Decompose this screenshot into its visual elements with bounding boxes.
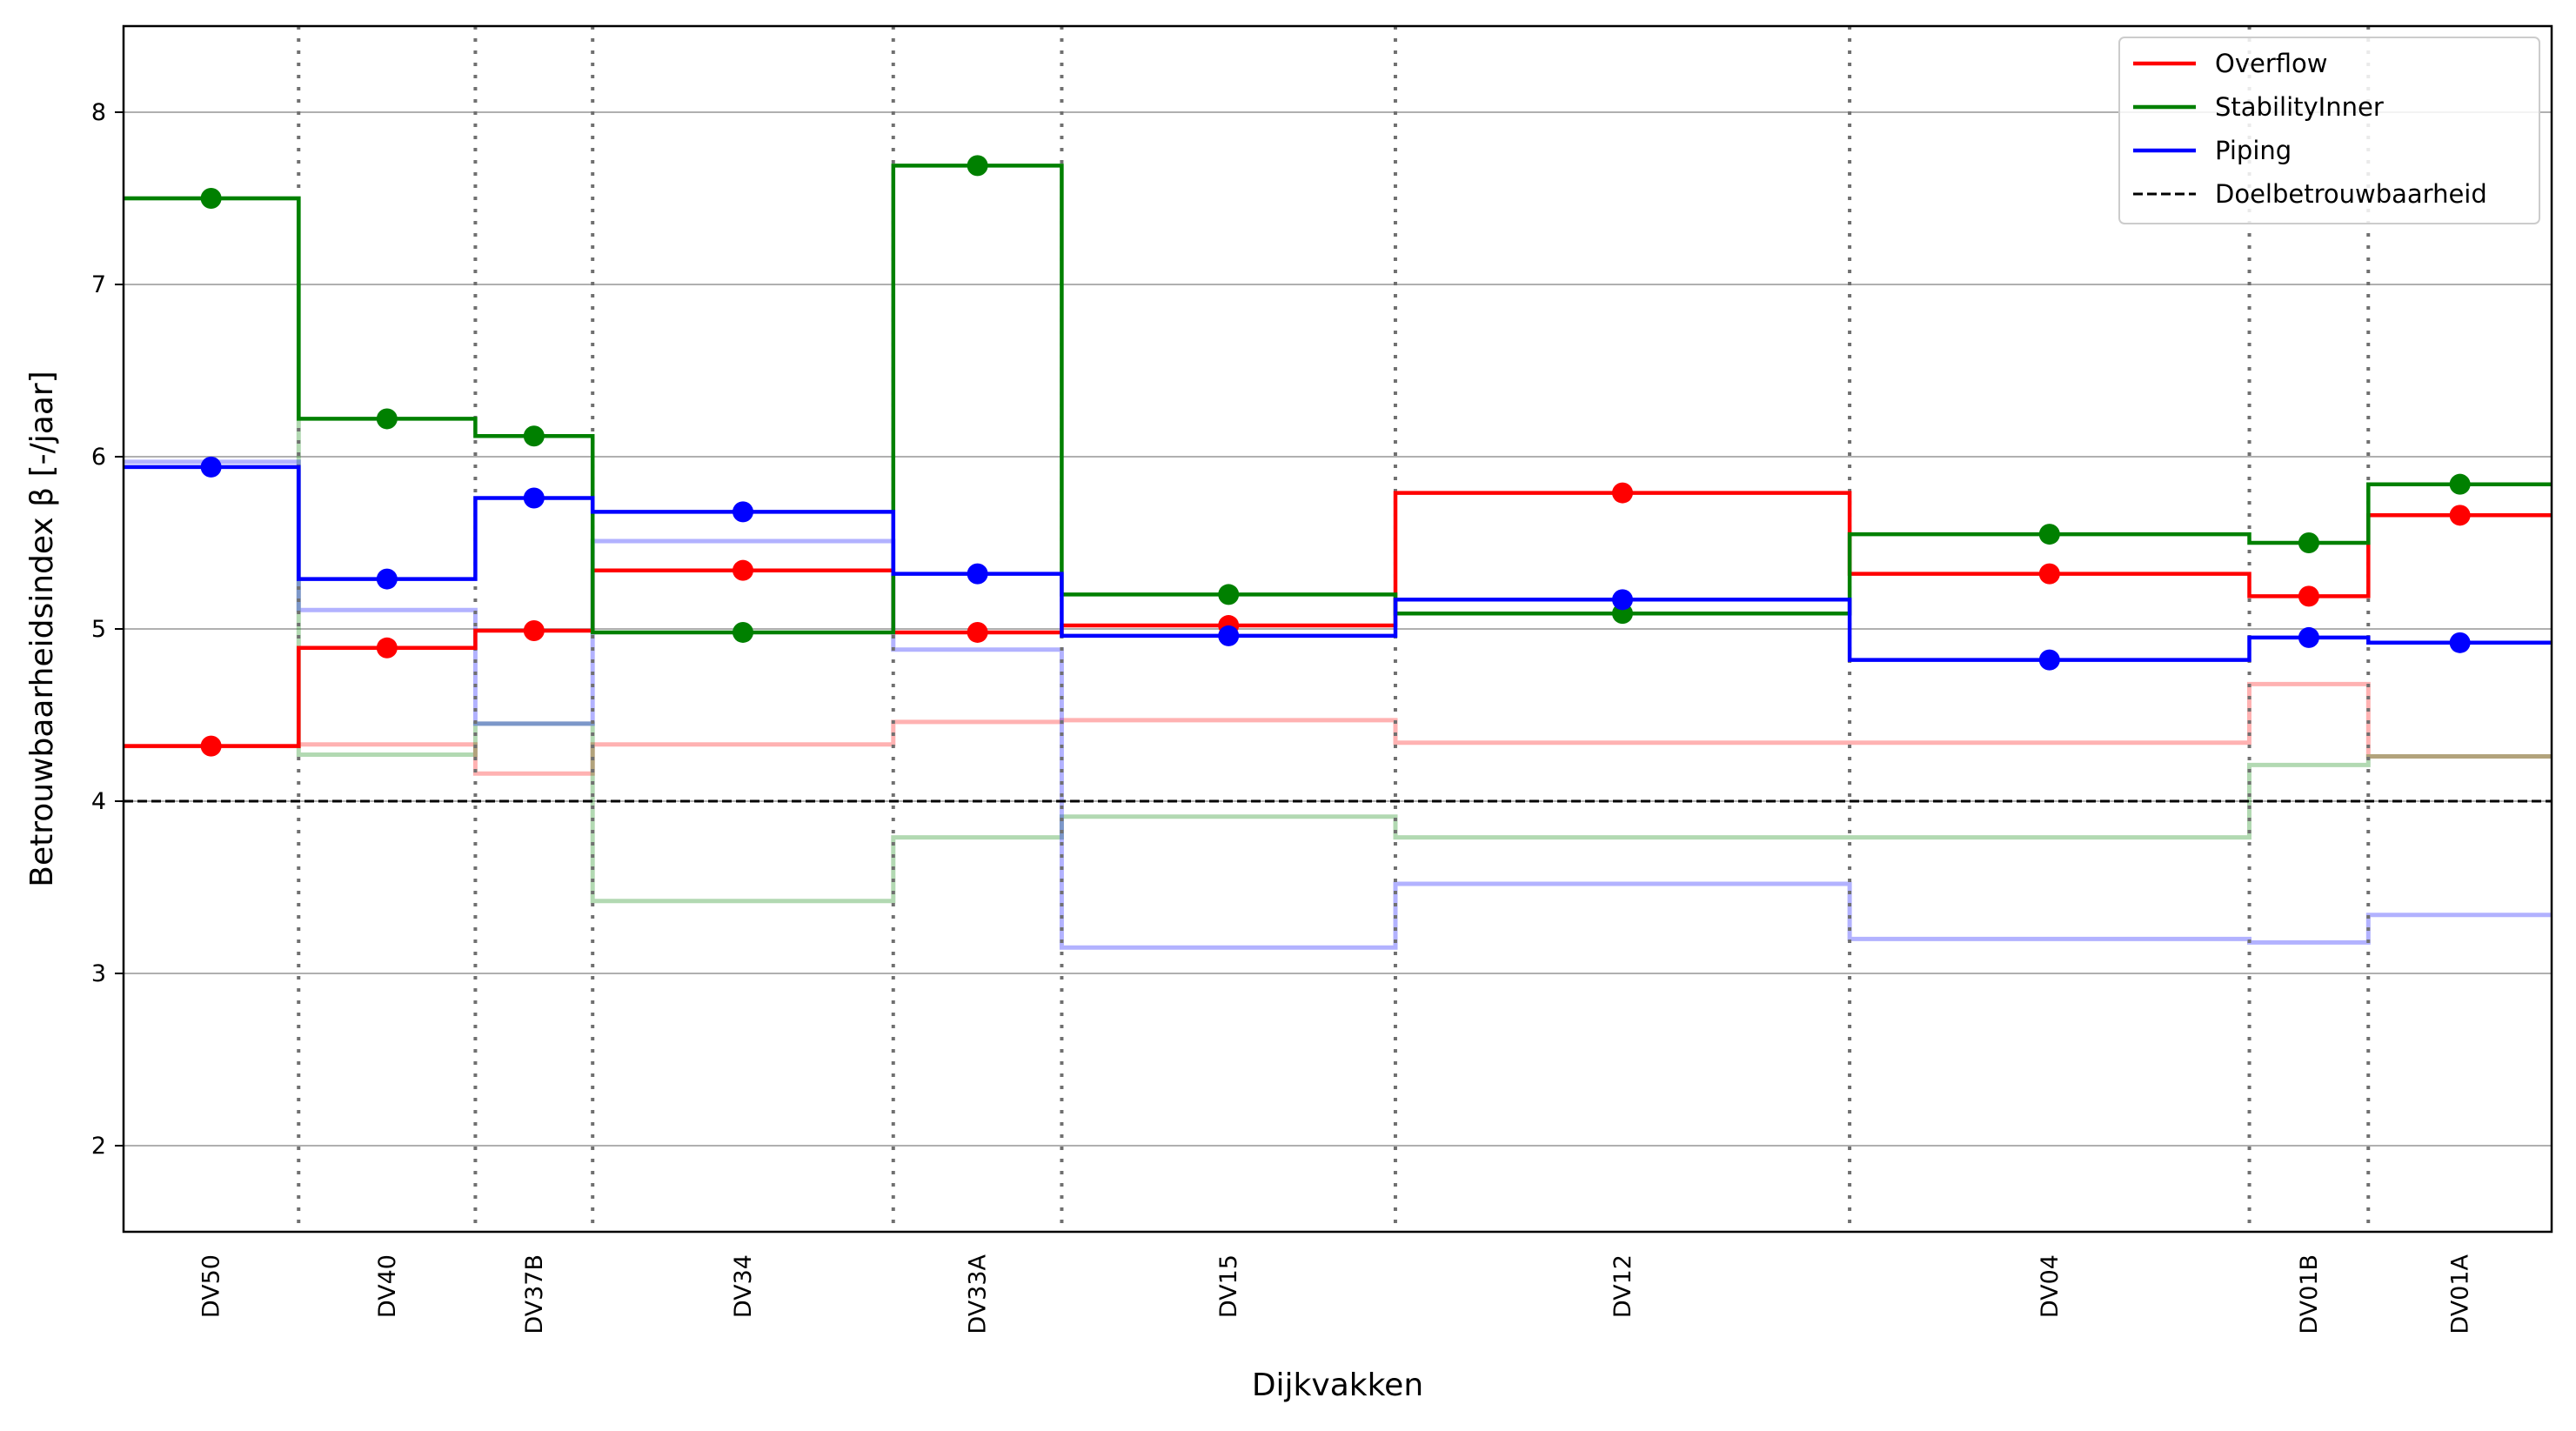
axes-layer: 2 3 4 5 6 7 8 DV50 DV40 DV37B DV34 DV33A DV15 DV12 DV0… <box>24 24 2553 1403</box>
point-piping-dv37b <box>523 487 545 509</box>
y-axis-label: Betrouwbaarheidsindex β [-/jaar] <box>24 371 60 886</box>
y-tick-label: 8 <box>91 99 106 126</box>
point-piping-dv15 <box>1218 625 1240 646</box>
point-stabilityinner-dv01a <box>2449 473 2471 495</box>
legend-box <box>2118 37 2540 224</box>
x-tick-label-dv12: DV12 <box>1609 1254 1636 1318</box>
x-tick-label-dv40: DV40 <box>374 1254 401 1318</box>
legend-label-doelbetrouwbaarheid: Doelbetrouwbaarheid <box>2215 179 2487 209</box>
point-overflow-dv01b <box>2298 585 2319 607</box>
point-overflow-dv40 <box>376 637 398 659</box>
x-tick-label-dv15: DV15 <box>1215 1254 1242 1318</box>
point-overflow-dv34 <box>732 559 753 581</box>
point-piping-dv01a <box>2449 632 2471 653</box>
x-axis-label: Dijkvakken <box>1252 1367 1423 1403</box>
point-piping-dv01b <box>2298 626 2319 648</box>
point-piping-dv34 <box>732 501 753 523</box>
legend-label-stabilityinner: StabilityInner <box>2215 92 2384 122</box>
x-tick-label-dv50: DV50 <box>198 1254 225 1318</box>
point-overflow-dv12 <box>1612 482 1634 504</box>
legend-label-overflow: Overflow <box>2215 49 2327 78</box>
point-overflow-dv50 <box>200 735 222 757</box>
line-overflow <box>124 491 2552 748</box>
line-stabilityinner <box>124 164 2552 635</box>
point-stabilityinner-dv40 <box>376 408 398 430</box>
point-overflow-dv33a <box>967 621 988 643</box>
plot-frame <box>122 24 2553 1234</box>
line-piping <box>124 465 2552 662</box>
x-tick-label-dv34: DV34 <box>730 1254 757 1318</box>
point-stabilityinner-dv37b <box>523 425 545 447</box>
series-layer <box>124 155 2552 757</box>
point-stabilityinner-dv33a <box>967 155 988 177</box>
y-tick-label: 7 <box>91 271 106 298</box>
x-tick-label-dv04: DV04 <box>2037 1254 2064 1318</box>
point-stabilityinner-dv50 <box>200 188 222 209</box>
point-overflow-dv04 <box>2038 563 2060 585</box>
y-tick-label: 5 <box>91 616 106 643</box>
initial-line-overflow <box>124 681 2552 776</box>
point-overflow-dv37b <box>523 619 545 641</box>
point-piping-dv04 <box>2038 649 2060 671</box>
legend-label-piping: Piping <box>2215 136 2292 165</box>
point-piping-dv33a <box>967 563 988 585</box>
point-stabilityinner-dv34 <box>732 621 753 643</box>
point-overflow-dv01a <box>2449 505 2471 526</box>
y-tick-label: 3 <box>91 960 106 987</box>
y-tick-label: 4 <box>91 788 106 815</box>
legend: Overflow StabilityInner Piping Doelbetrouwb… <box>2118 37 2540 224</box>
y-tick-label: 6 <box>91 444 106 471</box>
point-piping-dv12 <box>1612 589 1634 611</box>
x-tick-label-dv01b: DV01B <box>2296 1254 2323 1334</box>
initial-line-stabilityinner <box>124 196 2552 904</box>
x-tick-label-dv37b: DV37B <box>521 1254 548 1334</box>
point-piping-dv50 <box>200 456 222 478</box>
point-stabilityinner-dv15 <box>1218 584 1240 605</box>
point-stabilityinner-dv01b <box>2298 532 2319 553</box>
y-tick-label: 2 <box>91 1133 106 1160</box>
point-piping-dv40 <box>376 568 398 590</box>
x-tick-label-dv01a: DV01A <box>2447 1254 2474 1334</box>
x-tick-label-dv33a: DV33A <box>965 1254 992 1334</box>
point-stabilityinner-dv04 <box>2038 524 2060 545</box>
